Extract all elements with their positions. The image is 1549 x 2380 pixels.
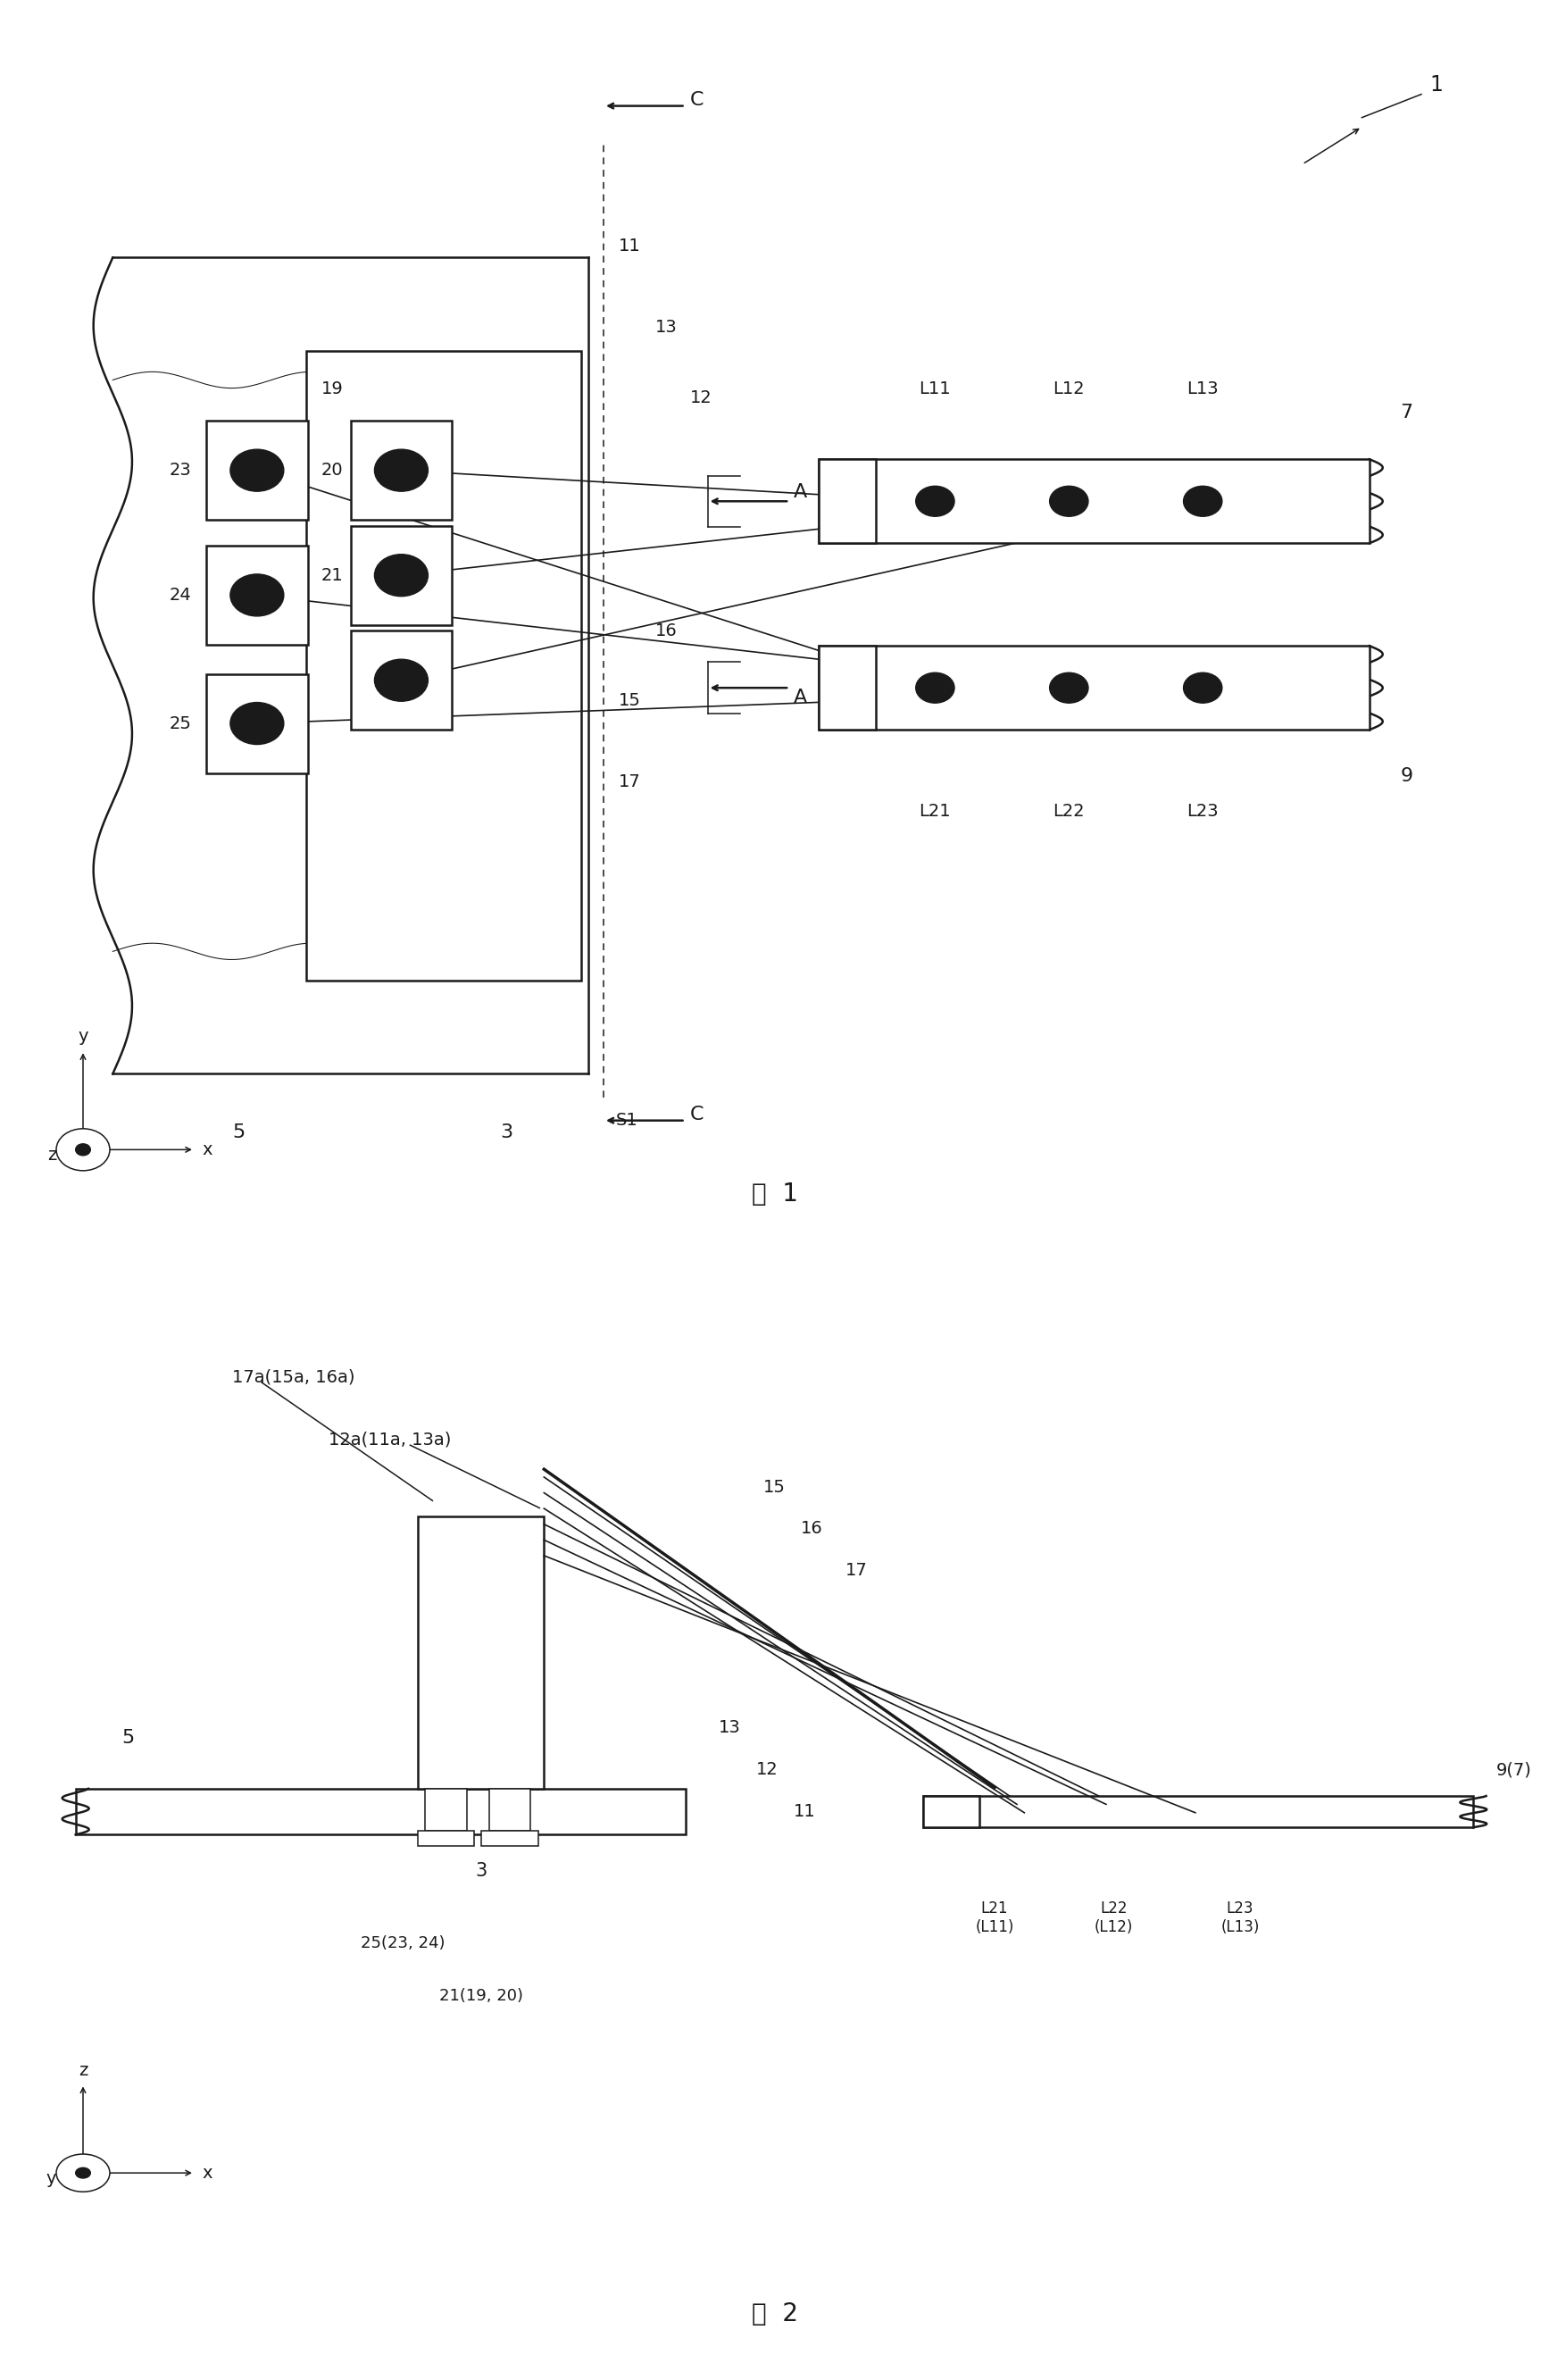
Text: C: C [689, 1107, 703, 1123]
Bar [489, 1790, 531, 1830]
Text: 17: 17 [618, 774, 640, 790]
Circle shape [231, 702, 283, 745]
Text: 21: 21 [321, 566, 344, 583]
Text: 20: 20 [321, 462, 344, 478]
Circle shape [915, 486, 954, 516]
Text: 5: 5 [232, 1123, 246, 1140]
Text: 7: 7 [1400, 405, 1413, 421]
Bar [923, 1797, 979, 1828]
Text: 25(23, 24): 25(23, 24) [361, 1935, 445, 1952]
Bar [482, 1830, 538, 1847]
Circle shape [1050, 674, 1089, 702]
Bar [206, 545, 308, 645]
Bar [819, 645, 1369, 731]
Text: 13: 13 [655, 319, 677, 336]
Text: L22
(L12): L22 (L12) [1094, 1902, 1132, 1935]
Text: 17a(15a, 16a): 17a(15a, 16a) [232, 1368, 355, 1385]
Circle shape [915, 674, 954, 702]
Circle shape [1183, 674, 1222, 702]
Text: L13: L13 [1187, 381, 1219, 397]
Bar [424, 1790, 466, 1830]
Text: A: A [793, 688, 807, 707]
Text: 17: 17 [846, 1561, 867, 1580]
Text: 图  2: 图 2 [751, 2301, 798, 2328]
Text: L21: L21 [919, 802, 951, 821]
Text: L11: L11 [919, 381, 951, 397]
Text: 9: 9 [1400, 766, 1413, 785]
Circle shape [56, 2154, 110, 2192]
Circle shape [76, 2168, 90, 2178]
Bar [307, 350, 581, 981]
Text: S1: S1 [615, 1111, 638, 1128]
Text: 图  1: 图 1 [751, 1180, 798, 1207]
Text: 16: 16 [655, 621, 677, 640]
Text: 21(19, 20): 21(19, 20) [438, 1987, 522, 2004]
Text: x: x [201, 1140, 212, 1159]
Text: L23
(L13): L23 (L13) [1221, 1902, 1259, 1935]
Bar [206, 421, 308, 519]
Bar [76, 1790, 685, 1835]
Text: 1: 1 [1430, 74, 1442, 95]
Text: 24: 24 [169, 585, 192, 605]
Bar [819, 459, 875, 543]
Bar [350, 631, 452, 731]
Bar [923, 1797, 1473, 1828]
Text: y: y [46, 2171, 56, 2187]
Text: 12: 12 [689, 388, 713, 407]
Text: 23: 23 [169, 462, 192, 478]
Circle shape [375, 659, 428, 702]
Circle shape [375, 450, 428, 490]
Bar [350, 421, 452, 519]
Text: 19: 19 [321, 381, 344, 397]
Text: 15: 15 [764, 1478, 785, 1495]
Text: 12a(11a, 13a): 12a(11a, 13a) [328, 1430, 451, 1449]
Text: 3: 3 [476, 1861, 486, 1880]
Circle shape [1050, 486, 1089, 516]
Text: 15: 15 [618, 693, 641, 709]
Text: 3: 3 [500, 1123, 513, 1140]
Bar [819, 645, 875, 731]
Text: z: z [46, 1147, 56, 1164]
Text: 5: 5 [121, 1728, 135, 1747]
Text: L22: L22 [1053, 802, 1084, 821]
Bar [418, 1516, 544, 1790]
Bar [418, 1830, 474, 1847]
Bar [350, 526, 452, 626]
Circle shape [231, 574, 283, 616]
Bar [819, 459, 1369, 543]
Text: L12: L12 [1053, 381, 1084, 397]
Text: 16: 16 [801, 1521, 823, 1537]
Circle shape [375, 555, 428, 597]
Text: L21
(L11): L21 (L11) [976, 1902, 1015, 1935]
Text: C: C [689, 90, 703, 109]
Text: L23: L23 [1187, 802, 1219, 821]
Circle shape [231, 450, 283, 490]
Text: 25: 25 [169, 714, 192, 733]
Text: A: A [793, 483, 807, 500]
Text: y: y [77, 1028, 88, 1045]
Text: z: z [79, 2061, 88, 2078]
Text: 9(7): 9(7) [1496, 1761, 1532, 1778]
Circle shape [56, 1128, 110, 1171]
Bar [206, 674, 308, 774]
Text: 13: 13 [719, 1718, 740, 1737]
Text: 12: 12 [756, 1761, 778, 1778]
Text: 11: 11 [618, 238, 640, 255]
Circle shape [76, 1145, 90, 1157]
Text: 11: 11 [793, 1804, 815, 1821]
Text: x: x [201, 2163, 212, 2182]
Circle shape [1183, 486, 1222, 516]
